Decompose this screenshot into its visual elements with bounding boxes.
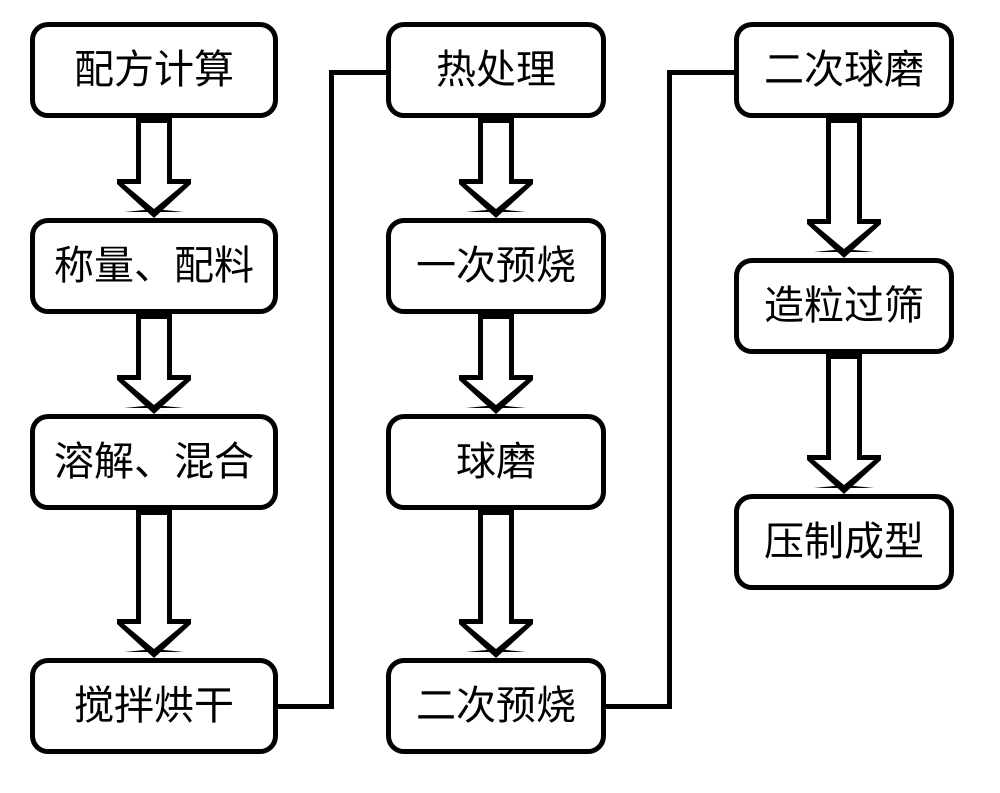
connector-segment [329,70,386,75]
node-heat-treatment: 热处理 [386,22,606,118]
connector-segment [329,70,334,709]
node-label: 二次球磨 [764,49,924,91]
node-stir-dry: 搅拌烘干 [30,658,278,754]
node-label: 球磨 [456,441,536,483]
node-label: 一次预烧 [416,245,576,287]
node-formula-calc: 配方计算 [30,22,278,118]
connector-segment [667,70,734,75]
node-weighing-batching: 称量、配料 [30,218,278,314]
flowchart-canvas: 配方计算 称量、配料 溶解、混合 搅拌烘干 热处理 一次预烧 球磨 二次预烧 二… [0,0,1000,793]
node-label: 热处理 [436,49,556,91]
node-first-presinter: 一次预烧 [386,218,606,314]
node-label: 配方计算 [74,49,234,91]
node-label: 溶解、混合 [54,441,254,483]
node-second-ball-mill: 二次球磨 [734,22,954,118]
connector-segment [606,704,672,709]
node-ball-mill: 球磨 [386,414,606,510]
node-label: 压制成型 [764,521,924,563]
node-label: 二次预烧 [416,685,576,727]
connector-segment [667,70,672,709]
node-second-presinter: 二次预烧 [386,658,606,754]
node-label: 造粒过筛 [764,285,924,327]
node-dissolve-mix: 溶解、混合 [30,414,278,510]
node-label: 称量、配料 [54,245,254,287]
connector-segment [278,704,334,709]
node-granulate-sieve: 造粒过筛 [734,258,954,354]
node-label: 搅拌烘干 [74,685,234,727]
node-press-forming: 压制成型 [734,494,954,590]
